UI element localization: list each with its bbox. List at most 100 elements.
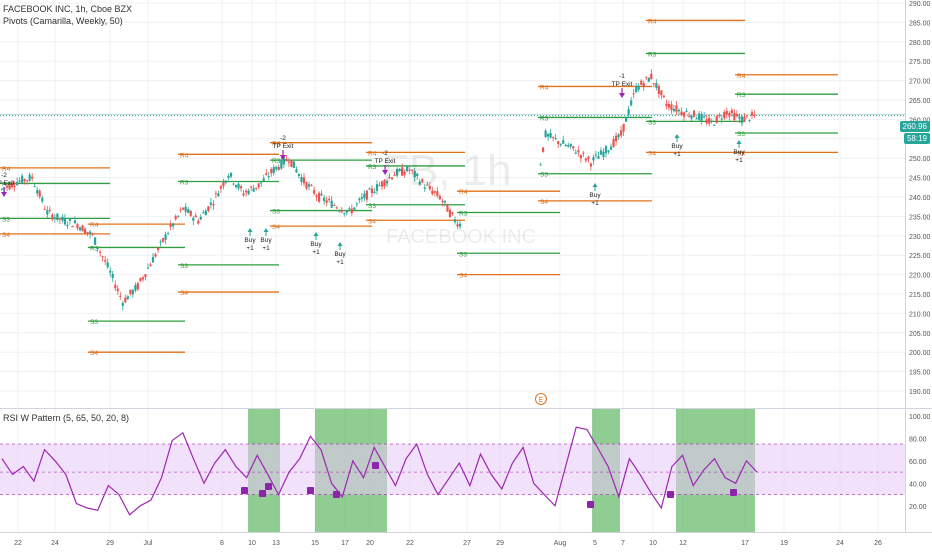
rsi-tick-label: 60.00 bbox=[909, 459, 927, 466]
candle-body bbox=[51, 214, 54, 220]
candle-body bbox=[418, 181, 421, 185]
buy-arrow-icon bbox=[674, 134, 680, 138]
candle-body bbox=[413, 171, 416, 178]
pivot-levels: R4 R3 S3 S4 R4 R3 S3 S4 R4 R3 S3 S4 R4 R3 S3 S4 R4 R3 S3 S4… bbox=[0, 18, 838, 357]
candle-body bbox=[458, 223, 462, 227]
time-tick-label: 29 bbox=[106, 540, 114, 547]
candle-body bbox=[136, 283, 139, 290]
candle-body bbox=[577, 150, 580, 153]
candle-body bbox=[660, 90, 663, 96]
candle-body bbox=[104, 260, 107, 262]
candle-body bbox=[73, 220, 77, 224]
candle-body bbox=[438, 195, 441, 200]
exit-label: TP Exit bbox=[0, 180, 15, 187]
candle-body bbox=[549, 133, 552, 138]
candle-body bbox=[436, 191, 439, 196]
candle-body bbox=[36, 190, 39, 194]
time-tick-label: 24 bbox=[51, 540, 59, 547]
time-tick-label: 8 bbox=[220, 540, 224, 547]
candle-body bbox=[411, 169, 414, 171]
candle-body bbox=[657, 85, 660, 94]
candle-body bbox=[255, 187, 258, 189]
candle-body bbox=[330, 200, 333, 208]
candle-body bbox=[408, 169, 411, 171]
candle-body bbox=[564, 144, 567, 147]
buy-label: Buy bbox=[334, 251, 346, 258]
candle-body bbox=[275, 166, 278, 170]
candle-body bbox=[448, 209, 452, 217]
pivot-label-r4: R4 bbox=[648, 18, 657, 25]
candle-body bbox=[730, 109, 733, 114]
candle-body bbox=[13, 185, 16, 187]
price-tick-label: 190.00 bbox=[909, 389, 931, 396]
exit-arrow-icon bbox=[619, 93, 625, 98]
candle-body bbox=[323, 197, 326, 202]
candle-body bbox=[720, 118, 723, 120]
candle-body bbox=[81, 225, 84, 232]
pivot-label-r4: R4 bbox=[737, 73, 746, 80]
candle-body bbox=[134, 285, 137, 291]
candle-body bbox=[370, 188, 374, 194]
candle-body bbox=[217, 193, 220, 197]
candle-body bbox=[56, 213, 59, 220]
buy-qty-label: +1 bbox=[246, 245, 254, 252]
candle-body bbox=[169, 224, 172, 227]
pivot-label-s4: S4 bbox=[90, 350, 98, 357]
candle-body bbox=[740, 116, 743, 124]
candle-body bbox=[554, 138, 557, 140]
candle-body bbox=[642, 83, 645, 88]
candle-body bbox=[43, 208, 46, 210]
candle-body bbox=[627, 109, 630, 115]
time-tick-label: 26 bbox=[874, 540, 882, 547]
earnings-event-icon bbox=[535, 393, 547, 405]
buy-arrow-icon bbox=[313, 232, 319, 236]
candle-body bbox=[287, 161, 290, 163]
candle-body bbox=[645, 76, 648, 78]
candle-body bbox=[109, 270, 112, 273]
candle-body bbox=[124, 297, 127, 303]
candle-body bbox=[212, 203, 215, 206]
time-tick-label: 20 bbox=[366, 540, 374, 547]
candle-body bbox=[667, 103, 671, 108]
candle-body bbox=[161, 238, 165, 242]
time-tick-label: Aug bbox=[554, 540, 567, 547]
w-pattern-marker-icon bbox=[265, 483, 272, 490]
candle-body bbox=[750, 112, 754, 116]
exit-label: TP Exit bbox=[612, 81, 633, 88]
candle-body bbox=[597, 156, 600, 159]
price-tick-label: 220.00 bbox=[909, 273, 931, 280]
candle-body bbox=[612, 139, 615, 147]
time-tick-label: 13 bbox=[272, 540, 280, 547]
candle-body bbox=[315, 195, 318, 197]
candle-body bbox=[41, 197, 44, 202]
rsi-tick-label: 40.00 bbox=[909, 481, 927, 488]
pivot-label-s4: S4 bbox=[648, 150, 656, 157]
candle-body bbox=[682, 112, 686, 117]
pivot-label-s3: S3 bbox=[540, 172, 548, 179]
time-tick-label: 22 bbox=[14, 540, 22, 547]
candle-body bbox=[302, 177, 306, 184]
pivot-label-s3: S3 bbox=[180, 263, 188, 270]
candle-body bbox=[396, 168, 399, 176]
pivot-label-s3: S3 bbox=[272, 209, 280, 216]
candle-body bbox=[156, 247, 160, 251]
candle-body bbox=[743, 116, 746, 122]
price-tick-label: 205.00 bbox=[909, 331, 931, 338]
candle-body bbox=[569, 143, 572, 147]
candle-body bbox=[78, 227, 82, 231]
candle-body bbox=[625, 117, 628, 122]
buy-arrow-icon bbox=[337, 242, 343, 246]
candle-body bbox=[574, 152, 577, 154]
candle-body bbox=[222, 181, 225, 187]
candle-body bbox=[154, 254, 157, 257]
candle-body bbox=[318, 192, 321, 202]
candle-body bbox=[698, 113, 701, 120]
candle-body bbox=[260, 182, 263, 184]
candle-body bbox=[604, 146, 608, 154]
candle-body bbox=[393, 174, 396, 176]
time-tick-label: Jul bbox=[144, 540, 153, 547]
candle-body bbox=[174, 215, 177, 220]
price-tick-label: 275.00 bbox=[909, 59, 931, 66]
